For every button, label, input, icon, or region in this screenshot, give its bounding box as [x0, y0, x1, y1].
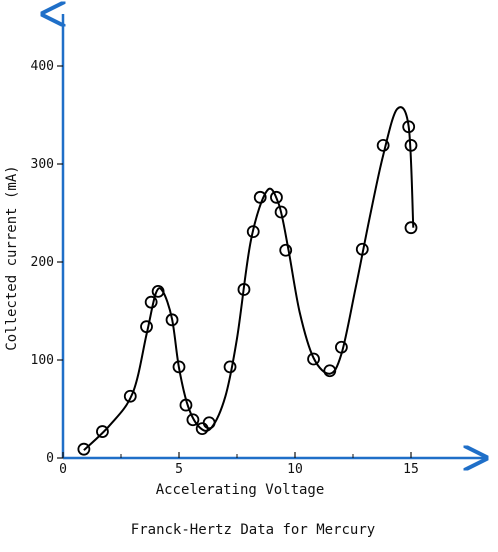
data-point: [355, 242, 369, 256]
fit-curve: [83, 106, 415, 451]
data-point: [279, 243, 293, 257]
data-point: [404, 221, 418, 235]
chart-caption: Franck-Hertz Data for Mercury: [131, 522, 375, 538]
data-point: [151, 284, 165, 298]
data-point: [376, 138, 390, 152]
x-axis-title: Accelerating Voltage: [156, 482, 325, 498]
x-tick-label: 5: [175, 462, 183, 477]
data-point: [404, 138, 418, 152]
y-tick-label: 200: [31, 255, 54, 270]
data-point: [402, 120, 416, 134]
data-point: [237, 283, 251, 296]
data-point: [165, 313, 179, 327]
y-tick-label: 0: [46, 451, 54, 466]
data-point: [334, 340, 348, 354]
data-point: [77, 442, 91, 456]
x-tick-label: 0: [59, 462, 67, 477]
y-tick-label: 400: [31, 59, 54, 74]
data-point: [246, 225, 260, 239]
data-point: [270, 190, 283, 204]
data-point: [223, 360, 237, 374]
data-point: [140, 320, 153, 334]
y-tick-label: 100: [31, 353, 54, 368]
data-point: [274, 205, 288, 219]
y-tick-label: 300: [31, 157, 54, 172]
data-point: [186, 413, 200, 427]
data-point: [144, 295, 158, 309]
x-tick-label: 15: [403, 462, 419, 477]
data-point: [253, 190, 267, 204]
data-point: [96, 425, 109, 438]
x-tick-label: 10: [287, 462, 303, 477]
ticks: 0 5 10 15 0 100 200 300 400: [31, 59, 419, 477]
data-points-layer: [77, 120, 418, 456]
axes: [63, 14, 486, 458]
data-point: [202, 416, 216, 430]
data-point: [307, 352, 320, 366]
data-point: [323, 364, 337, 378]
data-point: [179, 398, 193, 412]
data-point: [172, 360, 186, 374]
data-point: [123, 389, 137, 403]
y-axis-title: Collected current (mA): [4, 165, 20, 350]
fit-curve-layer: [83, 106, 415, 451]
